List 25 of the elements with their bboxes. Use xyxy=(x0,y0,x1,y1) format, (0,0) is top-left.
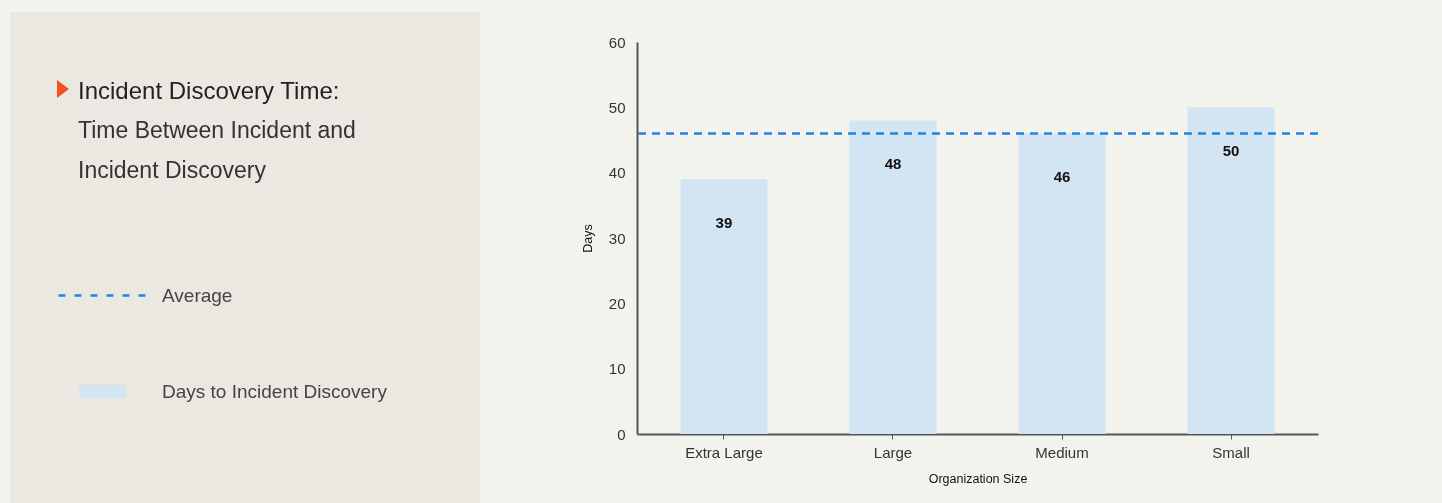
y-tick-label: 60 xyxy=(608,33,626,51)
y-tick-label: 30 xyxy=(608,229,626,247)
data-label: 48 xyxy=(884,155,902,173)
data-label: 39 xyxy=(715,214,733,232)
legend-label: Average xyxy=(162,284,233,306)
text: Incident Discovery Time: xyxy=(78,76,341,106)
data-label: 46 xyxy=(1053,168,1071,186)
x-tick-label: Extra Large xyxy=(685,443,763,461)
x-tick-label: Medium xyxy=(1035,443,1089,461)
bar xyxy=(849,120,937,434)
bar xyxy=(1018,133,1106,434)
y-tick-label: 40 xyxy=(608,164,626,182)
x-axis-title: Organization Size xyxy=(928,471,1028,486)
y-tick-label: 50 xyxy=(608,98,626,116)
legend-label: Days to Incident Discovery xyxy=(162,380,388,402)
y-tick-label: 10 xyxy=(608,360,626,378)
bar xyxy=(680,179,768,434)
x-tick-label: Large xyxy=(873,443,913,461)
bar xyxy=(1187,107,1275,434)
y-tick-label: 20 xyxy=(608,294,626,312)
y-axis-title: Days xyxy=(580,224,595,253)
text: Time Between Incident and Incident Discovery xyxy=(78,116,357,185)
data-label: 50 xyxy=(1222,142,1240,160)
y-tick-label: 0 xyxy=(617,425,626,443)
x-tick-label: Small xyxy=(1212,443,1250,461)
